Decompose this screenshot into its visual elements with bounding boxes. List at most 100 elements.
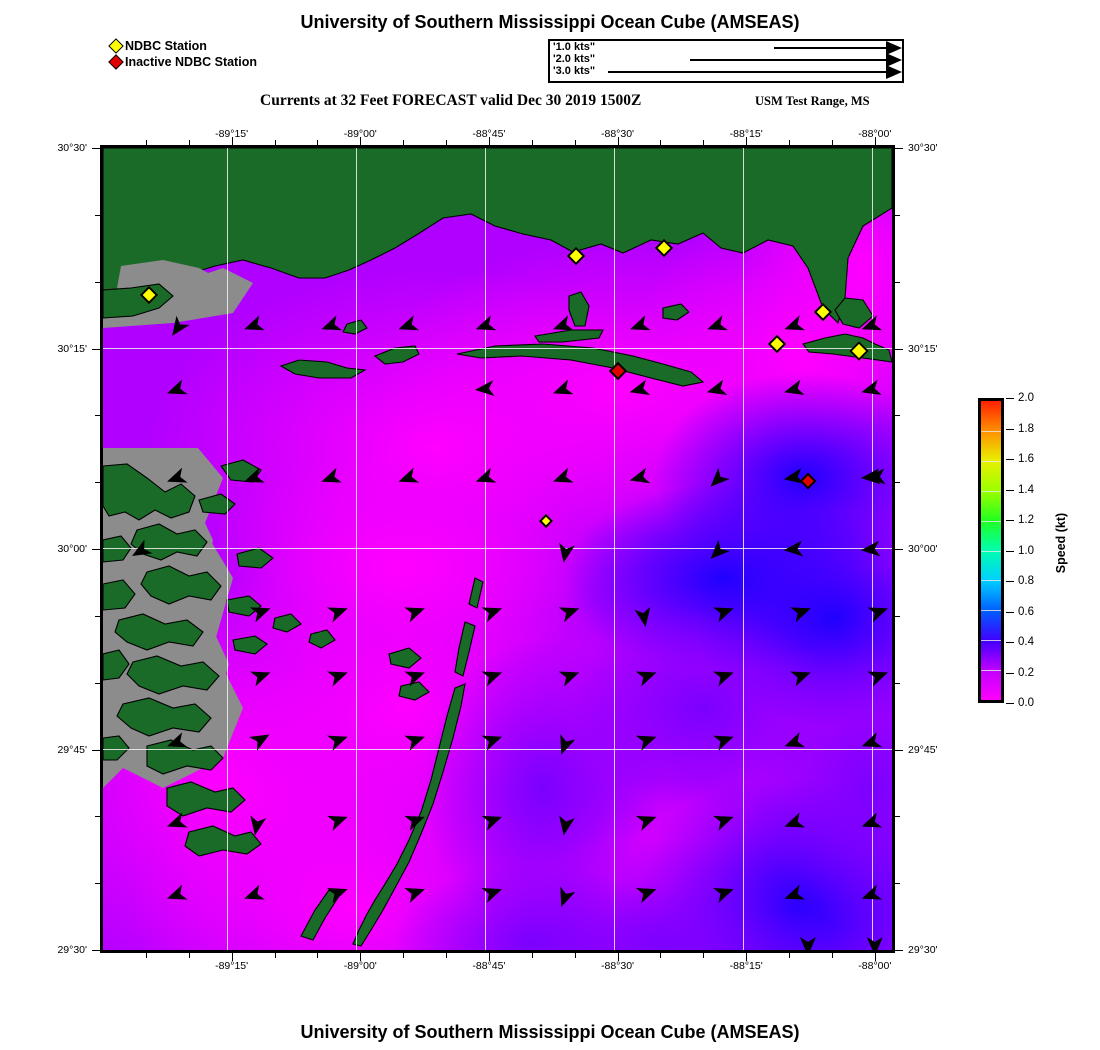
axis-tick-left	[92, 950, 100, 951]
current-vector-arrow	[167, 379, 188, 395]
current-vector-arrow	[790, 607, 811, 623]
current-vector-arrow	[327, 735, 348, 751]
diamond-marker-icon	[608, 361, 627, 381]
axis-label-bottom: -88°30'	[601, 960, 635, 972]
inactive-ndbc-station-marker[interactable]	[608, 361, 627, 381]
current-vector-arrow	[713, 607, 734, 623]
colorbar-gridline	[981, 610, 1001, 612]
current-vector-arrow	[713, 815, 734, 831]
current-vector-arrow	[783, 468, 804, 484]
current-vector-arrow	[558, 671, 580, 687]
colorbar-gridline	[981, 430, 1001, 432]
axis-minor-tick-left	[95, 615, 100, 617]
colorbar-tick	[1006, 489, 1014, 491]
current-vector-arrow	[783, 540, 804, 557]
axis-minor-tick-bottom	[531, 953, 533, 958]
axis-tick-left	[92, 148, 100, 149]
axis-minor-tick-top	[231, 140, 233, 145]
current-vector-arrow	[327, 815, 348, 831]
colorbar: 2.0 1.8 1.6 1.4 1.2 1.0 0.8 0.6 0.4 0.2 0.0 Speed …	[975, 392, 1095, 713]
current-vector-arrow	[481, 888, 503, 904]
axis-label-top: -89°15'	[215, 128, 249, 140]
legend-item-inactive-station: Inactive NDBC Station	[107, 54, 338, 70]
colorbar-gridline	[981, 550, 1001, 552]
gridline-lon-88-30	[614, 148, 615, 950]
current-vector-arrow	[790, 671, 811, 687]
axis-minor-tick-top	[317, 140, 319, 145]
current-vector-arrow	[172, 315, 190, 336]
axis-minor-tick-bottom	[145, 953, 147, 958]
colorbar-tick-label: 1.8	[1018, 422, 1034, 435]
current-vector-arrow	[713, 735, 734, 751]
current-vector-arrow	[249, 607, 271, 623]
axis-tick-right	[895, 950, 903, 951]
current-vector-arrow	[167, 467, 188, 483]
current-vector-arrow	[558, 607, 580, 623]
ndbc-station-marker[interactable]	[767, 335, 787, 354]
colorbar-tick	[1006, 642, 1014, 643]
axis-label-right: 29°45'	[908, 743, 938, 756]
axis-minor-tick-top	[488, 140, 490, 145]
axis-minor-tick-right	[895, 816, 900, 818]
axis-minor-tick-right	[895, 749, 900, 751]
ndbc-station-marker[interactable]	[654, 239, 674, 258]
axis-minor-tick-top	[188, 140, 190, 145]
axis-label-left: 29°45'	[57, 743, 87, 756]
axis-label-right: 30°00'	[908, 543, 938, 555]
axis-minor-tick-left	[95, 281, 100, 283]
axis-minor-tick-top	[874, 140, 876, 145]
ndbc-station-marker[interactable]	[814, 303, 833, 322]
current-vector-arrow	[132, 539, 153, 556]
map-clip	[103, 148, 892, 950]
axis-minor-tick-bottom	[360, 953, 362, 958]
axis-minor-tick-left	[95, 415, 100, 417]
land-coastline-layer	[103, 148, 892, 947]
current-vector-arrow	[167, 812, 188, 828]
current-vector-arrow	[327, 888, 348, 904]
ndbc-station-marker[interactable]	[849, 340, 870, 361]
footer-title: University of Southern Mississippi Ocean…	[300, 1022, 800, 1042]
current-vector-arrow	[635, 815, 657, 831]
gridline-lon-88-45	[485, 148, 486, 950]
axis-minor-tick-top	[403, 140, 405, 145]
map-plot-area[interactable]: -89°15' -89°15' -89°00' -89°00' -88°45' -88°4…	[57, 128, 937, 972]
current-vector-arrow	[784, 732, 806, 748]
ndbc-station-marker[interactable]	[538, 513, 553, 528]
subtitle-row: Currents at 32 Feet FORECAST valid Dec 3…	[100, 92, 930, 112]
axis-minor-tick-top	[574, 140, 576, 145]
axis-minor-tick-top	[746, 140, 748, 145]
current-vector-arrow	[706, 379, 728, 396]
current-vector-arrow	[713, 888, 734, 904]
colorbar-tick	[1006, 703, 1014, 704]
ndbc-station-marker[interactable]	[140, 285, 159, 304]
axis-minor-tick-right	[895, 682, 900, 684]
current-vector-arrow	[630, 315, 651, 331]
current-vector-arrow	[250, 815, 267, 836]
colorbar-gridline	[981, 490, 1001, 492]
current-vector-arrow	[244, 467, 265, 483]
axis-minor-tick-left	[95, 482, 100, 484]
current-vector-arrow	[475, 467, 497, 483]
axis-label-top: -88°00'	[858, 128, 892, 140]
ndbc-station-marker[interactable]	[567, 247, 586, 266]
current-vector-arrow	[321, 315, 342, 331]
axis-minor-tick-top	[360, 140, 362, 145]
vector-scale-key: '1.0 kts" '2.0 kts" '3.0 kts"	[548, 39, 904, 83]
axis-label-right: 29°30'	[908, 944, 938, 956]
axis-label-bottom: -88°45'	[472, 960, 506, 972]
colorbar-title: Speed (kt)	[1054, 512, 1068, 574]
axis-label-left: 30°00'	[57, 543, 87, 555]
axis-minor-tick-left	[95, 214, 100, 216]
colorbar-tick	[1006, 428, 1014, 430]
axis-minor-tick-bottom	[703, 953, 705, 958]
axis-minor-tick-bottom	[488, 953, 490, 958]
current-vector-arrow	[249, 734, 270, 751]
current-vector-arrow	[784, 315, 806, 331]
current-vector-arrow	[710, 467, 730, 487]
diamond-marker-icon	[849, 340, 870, 361]
inactive-ndbc-station-marker[interactable]	[799, 472, 817, 490]
current-vector-arrow	[799, 936, 816, 950]
scale-key-row-3kt: '3.0 kts"	[550, 65, 902, 79]
gridline-lon-88-15	[743, 148, 744, 950]
axis-minor-tick-top	[831, 140, 833, 145]
